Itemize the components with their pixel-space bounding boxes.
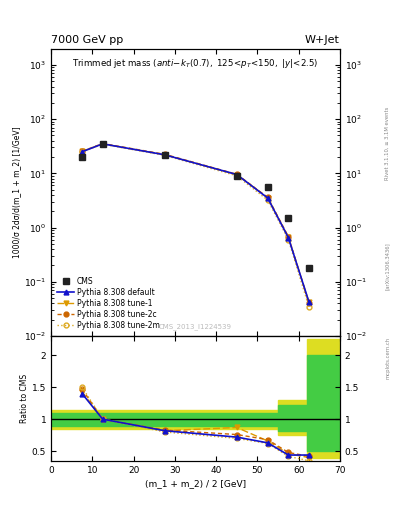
Bar [307, 339, 340, 458]
CMS [100, 141, 105, 147]
Bar [278, 400, 307, 435]
Pythia 8.308 default [162, 152, 167, 158]
Text: Trimmed jet mass $(anti\!-\!k_T(0.7),\ 125\!<\!p_T\!<\!150,\ |y|\!<\!2.5)$: Trimmed jet mass $(anti\!-\!k_T(0.7),\ 1… [72, 57, 319, 70]
CMS [234, 173, 239, 179]
Pythia 8.308 tune-2m [80, 148, 84, 155]
Y-axis label: Ratio to CMS: Ratio to CMS [20, 374, 29, 423]
Text: W+Jet: W+Jet [305, 35, 340, 45]
X-axis label: (m_1 + m_2) / 2 [GeV]: (m_1 + m_2) / 2 [GeV] [145, 479, 246, 488]
CMS [162, 152, 167, 158]
Pythia 8.308 tune-1 [286, 234, 291, 240]
CMS [286, 215, 291, 221]
Pythia 8.308 tune-2c [286, 233, 291, 240]
Pythia 8.308 default [100, 141, 105, 147]
Pythia 8.308 tune-1 [234, 172, 239, 178]
Pythia 8.308 tune-1 [100, 141, 105, 147]
Pythia 8.308 tune-2m [286, 237, 291, 243]
Legend: CMS, Pythia 8.308 default, Pythia 8.308 tune-1, Pythia 8.308 tune-2c, Pythia 8.3: CMS, Pythia 8.308 default, Pythia 8.308 … [55, 275, 162, 332]
Pythia 8.308 tune-2c [234, 171, 239, 177]
Pythia 8.308 default [80, 148, 84, 155]
Bar [51, 413, 278, 425]
Bar [307, 355, 340, 451]
Pythia 8.308 tune-2m [265, 197, 270, 203]
Line: Pythia 8.308 tune-2m: Pythia 8.308 tune-2m [80, 142, 311, 310]
Y-axis label: 1000/σ 2dσ/d(m_1 + m_2) [1/GeV]: 1000/σ 2dσ/d(m_1 + m_2) [1/GeV] [12, 126, 21, 258]
Text: mcplots.cern.ch: mcplots.cern.ch [385, 337, 390, 379]
Pythia 8.308 tune-2c [307, 300, 311, 306]
Bar [51, 410, 278, 429]
Pythia 8.308 tune-2m [162, 152, 167, 158]
CMS [80, 154, 84, 160]
Pythia 8.308 default [286, 234, 291, 241]
Pythia 8.308 tune-2c [162, 151, 167, 157]
Pythia 8.308 default [307, 299, 311, 305]
Line: Pythia 8.308 tune-2c: Pythia 8.308 tune-2c [80, 141, 311, 306]
Pythia 8.308 default [234, 172, 239, 178]
CMS [265, 184, 270, 190]
Pythia 8.308 tune-2c [80, 148, 84, 155]
Pythia 8.308 tune-2m [100, 141, 105, 147]
Text: [arXiv:1306.3436]: [arXiv:1306.3436] [385, 242, 390, 290]
Pythia 8.308 tune-2c [265, 195, 270, 201]
Bar [278, 405, 307, 431]
Pythia 8.308 tune-2m [234, 173, 239, 179]
Pythia 8.308 tune-2m [307, 304, 311, 310]
Pythia 8.308 tune-1 [265, 195, 270, 201]
Line: Pythia 8.308 default: Pythia 8.308 default [80, 141, 311, 305]
CMS [307, 265, 311, 271]
Line: CMS: CMS [79, 141, 312, 271]
Pythia 8.308 default [265, 195, 270, 201]
Text: Rivet 3.1.10, ≥ 3.1M events: Rivet 3.1.10, ≥ 3.1M events [385, 106, 390, 180]
Pythia 8.308 tune-2c [100, 140, 105, 146]
Line: Pythia 8.308 tune-1: Pythia 8.308 tune-1 [80, 141, 311, 305]
Pythia 8.308 tune-1 [80, 148, 84, 155]
Pythia 8.308 tune-1 [162, 152, 167, 158]
Pythia 8.308 tune-1 [307, 299, 311, 305]
Text: 7000 GeV pp: 7000 GeV pp [51, 35, 123, 45]
Text: CMS_2013_I1224539: CMS_2013_I1224539 [159, 324, 232, 330]
